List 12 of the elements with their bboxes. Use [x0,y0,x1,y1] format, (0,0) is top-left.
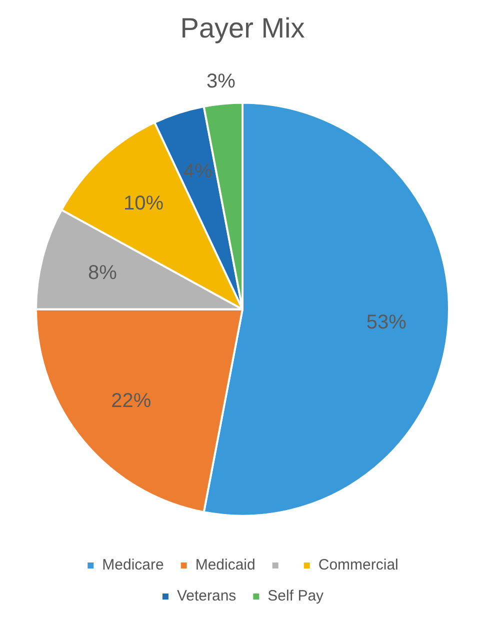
legend-label: Medicare [102,556,164,574]
legend-label: Veterans [176,588,236,605]
data-label: 3% [206,70,236,92]
legend-label: Medicaid [195,556,256,574]
legend-label: Commercial [318,556,398,574]
data-label: 4% [183,160,212,182]
chart-title: Payer Mix [180,12,305,44]
data-label: 8% [88,262,118,284]
data-label: 53% [366,311,407,334]
legend-label: Self Pay [268,588,324,605]
data-label: 10% [124,192,164,214]
data-label: 22% [111,390,152,412]
